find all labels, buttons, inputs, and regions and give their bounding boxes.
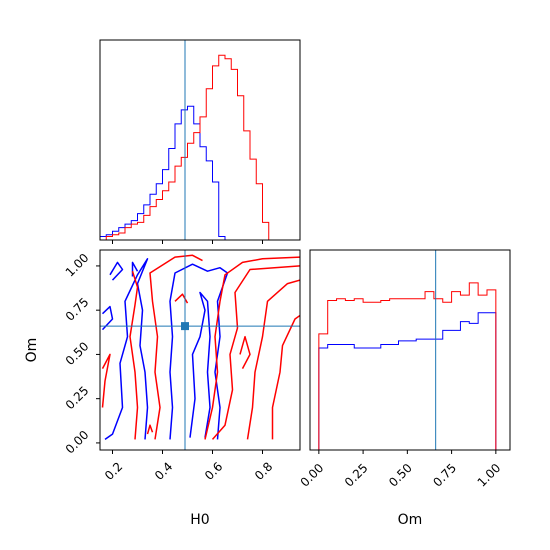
om-marginal-panel: 0.00 0.25 0.50 0.75 1.00 Om [298,249,511,528]
contour-series-1-line-1 [211,265,300,440]
om-tick-label-4: 1.00 [63,251,92,280]
contour-series-0-line-3 [109,261,124,281]
om-hist-series-1 [318,282,497,450]
contour-series-1-line-7 [239,335,251,369]
om-axis-frame [309,249,511,451]
om-tick-label-3: 0.75 [63,295,92,324]
contour-series-0-line-5 [101,305,114,331]
h0-axis-label: H0 [190,512,209,528]
om-tick-label-2: 0.50 [63,339,92,368]
h0-tick-label-1: 0.4 [152,459,175,482]
h0-hist-series-1 [100,54,270,241]
contour-series-1-line-3 [271,314,300,440]
contour-series-1-line-5 [129,270,139,440]
h0-axis-frame [99,39,301,241]
contour-series-1-line-8 [174,293,189,304]
contour-series-0-line-2 [104,258,149,441]
contour-series-1-line-2 [246,279,300,440]
contour-series-0-line-1 [189,291,211,438]
om-x-tick-label-1: 0.25 [342,461,371,490]
h0-tick-label-2: 0.6 [202,459,225,482]
om-x-tick-label-4: 1.00 [475,461,504,490]
om-x-tick-label-3: 0.75 [430,461,459,490]
om-x-tick-label-0: 0.00 [298,461,327,490]
contour-series-1-line-6 [101,353,111,408]
om-hist-series-0 [318,312,497,450]
contour-group [101,254,300,441]
h0-om-contour-panel: 0.2 0.4 0.6 0.8 0.00 0.25 0.50 0.75 1.00 H0 Om [24,249,301,528]
contour-series-1-line-4 [149,254,203,440]
h0-tick-label-0: 0.2 [102,459,125,482]
h0-hist-series-0 [99,105,226,240]
h0-tick-label-3: 0.8 [252,459,275,482]
contour-series-1-line-9 [146,424,154,435]
om-tick-label-0: 0.00 [63,428,92,457]
truth-marker [181,322,189,331]
contour-series-1-line-0 [204,256,300,440]
om-tick-label-1: 0.25 [63,383,92,412]
om-x-axis-label: Om [398,512,423,528]
contour-series-0-line-0 [169,263,229,440]
contour-axis-frame [99,249,301,451]
om-x-tick-label-2: 0.50 [386,461,415,490]
h0-marginal-panel [99,39,301,244]
om-axis-label: Om [24,338,40,363]
